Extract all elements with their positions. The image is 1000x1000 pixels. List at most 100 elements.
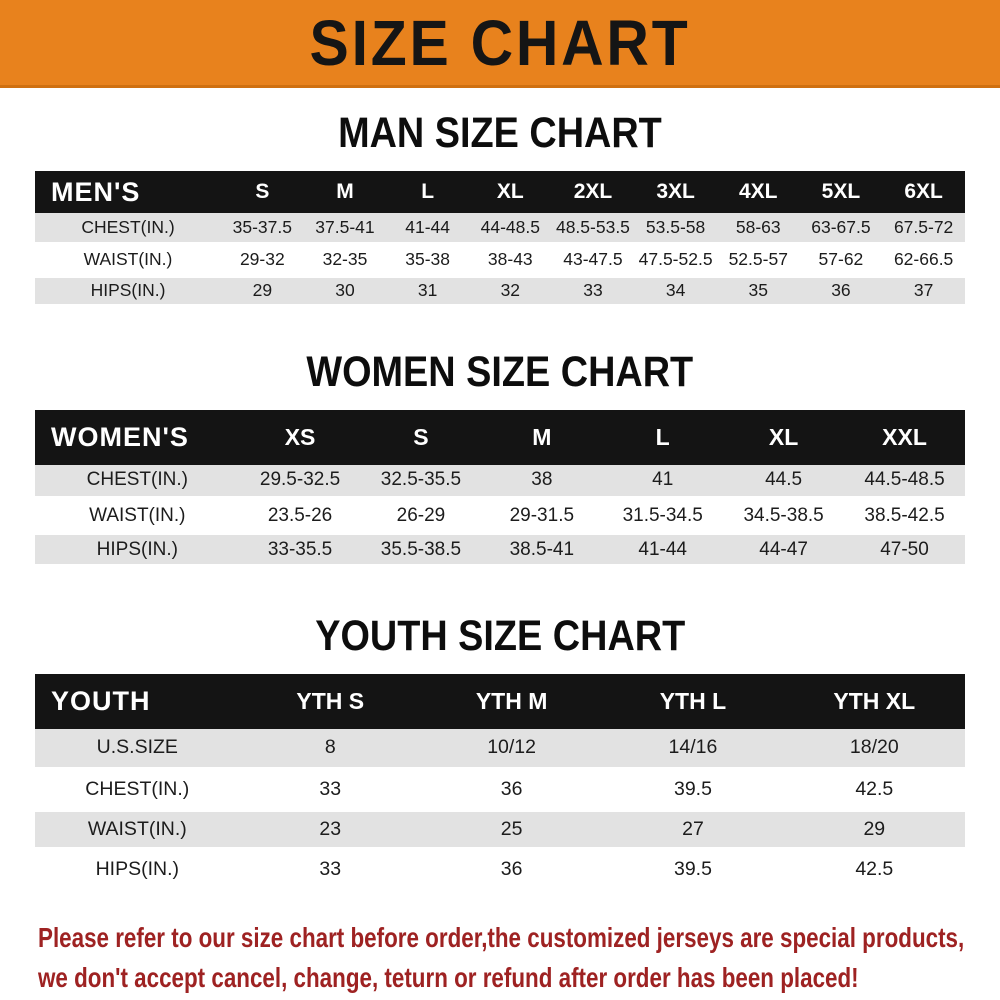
size-value-cell: 62-66.5 bbox=[882, 244, 965, 278]
table-row: WAIST(IN.) 29-32 32-35 35-38 38-43 43-47.5 47.… bbox=[35, 244, 965, 278]
size-column-header: S bbox=[360, 409, 482, 465]
size-value-cell: 37.5-41 bbox=[303, 213, 387, 247]
size-column-header: M bbox=[481, 409, 603, 465]
size-value-cell: 27 bbox=[602, 809, 784, 852]
table-row: HIPS(IN.) 33 36 39.5 42.5 bbox=[35, 849, 965, 892]
size-value-cell: 23 bbox=[239, 809, 421, 852]
size-value-cell: 32-35 bbox=[303, 244, 387, 278]
size-value-cell: 44-47 bbox=[723, 532, 845, 569]
size-value-cell: 44-48.5 bbox=[468, 213, 552, 247]
size-value-cell: 10/12 bbox=[420, 729, 603, 772]
row-label-cell: CHEST(IN.) bbox=[35, 464, 240, 501]
size-column-header: L bbox=[386, 171, 469, 213]
man-section-heading: MAN SIZE CHART bbox=[0, 112, 1000, 155]
size-column-header: XL bbox=[723, 409, 845, 465]
table-row: HIPS(IN.) 33-35.5 35.5-38.5 38.5-41 41-44 44-… bbox=[35, 532, 965, 569]
size-value-cell: 36 bbox=[420, 849, 603, 892]
size-column-header: 5XL bbox=[799, 171, 883, 213]
row-label-cell: WAIST(IN.) bbox=[35, 498, 240, 535]
size-value-cell: 14/16 bbox=[602, 729, 784, 772]
man-section-heading-text: MAN SIZE CHART bbox=[338, 109, 662, 157]
size-value-cell: 32 bbox=[468, 275, 552, 309]
size-value-cell: 31.5-34.5 bbox=[602, 498, 724, 535]
size-column-header: YTH L bbox=[602, 674, 784, 729]
row-label-cell: CHEST(IN.) bbox=[35, 769, 240, 812]
size-value-cell: 35-37.5 bbox=[221, 213, 304, 247]
size-value-cell: 36 bbox=[799, 275, 883, 309]
size-value-cell: 31 bbox=[386, 275, 469, 309]
size-column-header: XS bbox=[239, 409, 361, 465]
size-value-cell: 39.5 bbox=[602, 769, 784, 812]
youth-section-heading: YOUTH SIZE CHART bbox=[0, 615, 1000, 658]
table-row: CHEST(IN.) 29.5-32.5 32.5-35.5 38 41 44.5 44.5… bbox=[35, 464, 965, 501]
size-column-header: 6XL bbox=[882, 171, 965, 213]
size-value-cell: 30 bbox=[303, 275, 387, 309]
size-value-cell: 38.5-42.5 bbox=[844, 498, 965, 535]
row-label-cell: WAIST(IN.) bbox=[35, 244, 221, 278]
size-chart-banner: SIZE CHART bbox=[0, 0, 1000, 88]
order-disclaimer: Please refer to our size chart before or… bbox=[38, 918, 1000, 999]
size-value-cell: 38 bbox=[481, 464, 603, 501]
size-value-cell: 23.5-26 bbox=[239, 498, 361, 535]
size-value-cell: 47.5-52.5 bbox=[634, 244, 717, 278]
row-label-cell: CHEST(IN.) bbox=[35, 213, 221, 247]
size-value-cell: 42.5 bbox=[783, 769, 965, 812]
size-column-header: XXL bbox=[844, 409, 965, 465]
size-value-cell: 38-43 bbox=[468, 244, 552, 278]
size-value-cell: 33 bbox=[551, 275, 635, 309]
row-label-cell: WAIST(IN.) bbox=[35, 809, 240, 852]
size-value-cell: 44.5 bbox=[723, 464, 845, 501]
women-section-heading: WOMEN SIZE CHART bbox=[0, 347, 1000, 396]
table-title-cell: YOUTH bbox=[35, 674, 240, 729]
size-value-cell: 67.5-72 bbox=[882, 213, 965, 247]
women-section-heading-text: WOMEN SIZE CHART bbox=[306, 347, 694, 396]
size-column-header: 4XL bbox=[716, 171, 800, 213]
disclaimer-line-1: Please refer to our size chart before or… bbox=[38, 921, 965, 953]
size-value-cell: 44.5-48.5 bbox=[844, 464, 965, 501]
table-header-row: WOMEN'S XS S M L XL XXL bbox=[35, 409, 965, 465]
size-value-cell: 35.5-38.5 bbox=[360, 532, 482, 569]
table-row: CHEST(IN.) 35-37.5 37.5-41 41-44 44-48.5 48.5… bbox=[35, 213, 965, 247]
size-value-cell: 52.5-57 bbox=[716, 244, 800, 278]
size-value-cell: 48.5-53.5 bbox=[551, 213, 635, 247]
size-column-header: 3XL bbox=[634, 171, 717, 213]
size-value-cell: 36 bbox=[420, 769, 603, 812]
size-column-header: 2XL bbox=[551, 171, 635, 213]
size-value-cell: 33 bbox=[239, 849, 421, 892]
table-header-row: MEN'S S M L XL 2XL 3XL 4XL 5XL 6XL bbox=[35, 171, 965, 213]
size-value-cell: 33 bbox=[239, 769, 421, 812]
table-title-cell: MEN'S bbox=[35, 171, 221, 213]
size-value-cell: 41 bbox=[602, 464, 724, 501]
size-column-header: XL bbox=[468, 171, 552, 213]
size-value-cell: 8 bbox=[239, 729, 421, 772]
size-column-header: YTH S bbox=[239, 674, 421, 729]
youth-size-table: YOUTH YTH S YTH M YTH L YTH XL U.S.SIZE 8 10/12… bbox=[35, 674, 965, 892]
size-value-cell: 26-29 bbox=[360, 498, 482, 535]
size-value-cell: 42.5 bbox=[783, 849, 965, 892]
size-value-cell: 33-35.5 bbox=[239, 532, 361, 569]
size-value-cell: 57-62 bbox=[799, 244, 883, 278]
size-value-cell: 29-32 bbox=[221, 244, 304, 278]
table-row: WAIST(IN.) 23.5-26 26-29 29-31.5 31.5-34.5 34… bbox=[35, 498, 965, 535]
size-value-cell: 29.5-32.5 bbox=[239, 464, 361, 501]
size-column-header: L bbox=[602, 409, 724, 465]
size-column-header: YTH M bbox=[420, 674, 603, 729]
size-column-header: M bbox=[303, 171, 387, 213]
size-value-cell: 63-67.5 bbox=[799, 213, 883, 247]
row-label-cell: HIPS(IN.) bbox=[35, 275, 221, 309]
size-value-cell: 41-44 bbox=[602, 532, 724, 569]
size-value-cell: 29-31.5 bbox=[481, 498, 603, 535]
size-value-cell: 43-47.5 bbox=[551, 244, 635, 278]
table-title-cell: WOMEN'S bbox=[35, 409, 240, 465]
size-value-cell: 38.5-41 bbox=[481, 532, 603, 569]
table-row: CHEST(IN.) 33 36 39.5 42.5 bbox=[35, 769, 965, 812]
size-value-cell: 32.5-35.5 bbox=[360, 464, 482, 501]
womens-size-table: WOMEN'S XS S M L XL XXL CHEST(IN.) 29.5-32.5 32.5… bbox=[35, 409, 965, 569]
table-row: WAIST(IN.) 23 25 27 29 bbox=[35, 809, 965, 852]
disclaimer-line-2: we don't accept cancel, change, teturn o… bbox=[38, 962, 859, 994]
size-value-cell: 18/20 bbox=[783, 729, 965, 772]
size-value-cell: 29 bbox=[783, 809, 965, 852]
mens-size-table: MEN'S S M L XL 2XL 3XL 4XL 5XL 6XL CHEST(IN.) 35-37… bbox=[35, 171, 965, 309]
size-value-cell: 34.5-38.5 bbox=[723, 498, 845, 535]
size-value-cell: 39.5 bbox=[602, 849, 784, 892]
